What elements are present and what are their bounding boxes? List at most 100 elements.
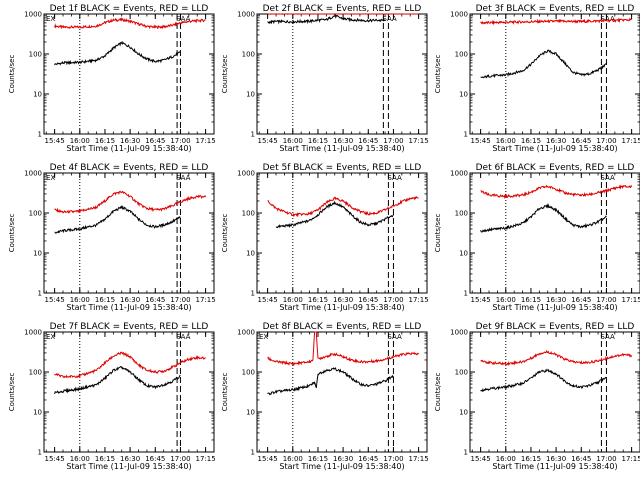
y-tick-label: 1 [38,290,42,298]
x-tick-label: 15:45 [45,137,65,145]
x-tick-label: 17:15 [409,137,429,145]
x-tick-label: 16:30 [333,455,353,463]
y-tick-label: 1 [251,449,255,457]
y-tick-label: 100 [29,369,42,377]
y-axis-label: Counts/sec [221,373,229,412]
x-tick-label: 17:00 [383,455,403,463]
x-tick-label: 15:45 [258,296,278,304]
lld-series-line [480,17,632,26]
saa-annotation: SAA [382,15,397,23]
lld-series-line [267,331,420,367]
y-tick-label: 1 [464,131,468,139]
events-series-line [54,365,181,395]
ex-annotation: EX [46,333,55,341]
events-series-line [267,367,394,396]
panel-det-1: Det 1f BLACK = Events, RED = LLD 1 10 100 10… [8,4,216,153]
y-tick-label: 10 [33,91,42,99]
x-tick-label: 17:15 [622,455,640,463]
x-tick-label: 15:45 [471,296,491,304]
x-tick-label: 16:00 [496,455,516,463]
x-tick-label: 16:00 [70,137,90,145]
events-series-line [267,13,386,25]
x-axis-label: Start Time (11-Jul-09 15:38:40) [492,303,617,312]
events-series-line [480,203,607,233]
x-tick-label: 16:30 [546,137,566,145]
x-tick-label: 16:45 [145,455,165,463]
y-tick-label: 100 [455,51,468,59]
lld-series-line [480,349,633,366]
panel-title: Det 7f BLACK = Events, RED = LLD [50,322,209,332]
y-tick-label: 100 [242,51,255,59]
y-tick-label: 10 [246,409,255,417]
saa-annotation: SAA [600,174,615,182]
x-tick-label: 16:30 [120,455,140,463]
x-tick-label: 17:00 [170,137,190,145]
plot-frame [256,172,428,294]
x-axis-label: Start Time (11-Jul-09 15:38:40) [492,462,617,471]
y-tick-label: 10 [459,91,468,99]
plot-frame [43,13,215,135]
y-tick-label: 1 [251,131,255,139]
x-axis-label: Start Time (11-Jul-09 15:38:40) [279,144,404,153]
y-tick-label: 100 [455,369,468,377]
x-tick-label: 17:15 [409,296,429,304]
x-tick-label: 17:00 [596,296,616,304]
x-axis-label: Start Time (11-Jul-09 15:38:40) [66,462,191,471]
x-tick-label: 16:15 [95,296,115,304]
x-tick-label: 16:45 [571,137,591,145]
x-tick-label: 15:45 [45,296,65,304]
y-axis-label: Counts/sec [434,55,442,94]
panel-title: Det 2f BLACK = Events, RED = LLD [263,4,422,14]
x-tick-label: 17:15 [196,137,216,145]
x-tick-label: 17:00 [170,296,190,304]
y-tick-label: 1000 [24,170,42,178]
saa-annotation: SAA [387,333,402,341]
y-tick-label: 100 [29,210,42,218]
y-axis-label: Counts/sec [8,55,16,94]
x-axis-label: Start Time (11-Jul-09 15:38:40) [279,303,404,312]
x-tick-label: 17:00 [596,137,616,145]
panel-title: Det 1f BLACK = Events, RED = LLD [50,4,209,14]
y-tick-label: 1 [38,131,42,139]
plot-frame [43,172,215,294]
panel-title: Det 9f BLACK = Events, RED = LLD [476,322,635,332]
saa-annotation: SAA [176,15,191,23]
y-tick-label: 1 [251,290,255,298]
panel-det-6: Det 6f BLACK = Events, RED = LLD 1 10 100 10… [434,163,640,312]
x-tick-label: 16:15 [95,455,115,463]
y-tick-label: 10 [33,250,42,258]
x-tick-label: 17:00 [383,296,403,304]
x-tick-label: 17:00 [170,455,190,463]
panel-det-4: Det 4f BLACK = Events, RED = LLD 1 10 100 10… [8,163,216,312]
y-tick-label: 10 [459,250,468,258]
x-tick-label: 16:45 [145,296,165,304]
x-tick-label: 16:00 [283,455,303,463]
plot-frame [469,172,640,294]
x-tick-label: 16:15 [521,296,541,304]
x-tick-label: 16:45 [145,137,165,145]
x-tick-label: 16:45 [571,455,591,463]
x-tick-label: 16:00 [70,455,90,463]
lld-series-line [267,195,419,218]
events-series-line [480,49,607,79]
x-axis-label: Start Time (11-Jul-09 15:38:40) [66,303,191,312]
x-tick-label: 16:30 [120,137,140,145]
x-tick-label: 16:45 [571,296,591,304]
x-tick-label: 16:15 [521,137,541,145]
y-tick-label: 10 [246,91,255,99]
x-tick-label: 17:15 [622,296,640,304]
x-tick-label: 16:15 [308,296,328,304]
x-tick-label: 16:45 [358,137,378,145]
plot-frame [469,331,640,453]
x-tick-label: 15:45 [258,455,278,463]
x-tick-label: 16:30 [546,455,566,463]
y-tick-label: 10 [246,250,255,258]
x-tick-label: 15:45 [45,455,65,463]
y-axis-label: Counts/sec [434,373,442,412]
events-series-line [54,40,181,66]
y-tick-label: 1000 [237,11,255,19]
x-tick-label: 17:15 [409,455,429,463]
x-tick-label: 15:45 [258,137,278,145]
plot-frame [469,13,640,135]
